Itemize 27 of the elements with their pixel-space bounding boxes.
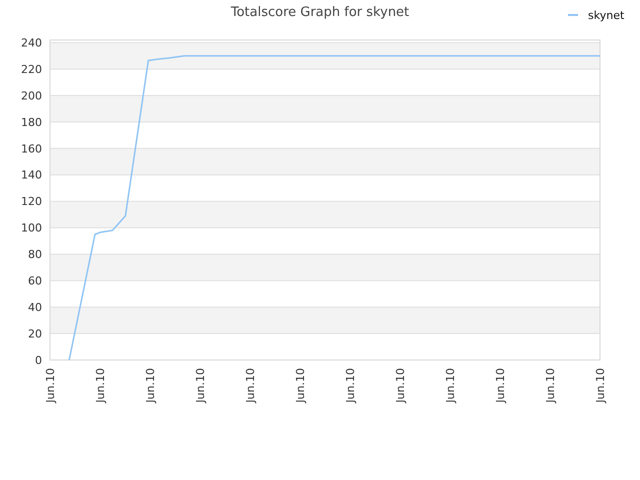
y-tick-label: 100 [21, 222, 42, 235]
x-tick-label: Jun.10 [244, 368, 257, 404]
y-tick-label: 180 [21, 116, 42, 129]
x-tick-label: Jun.10 [194, 368, 207, 404]
y-tick-label: 220 [21, 62, 42, 76]
y-tick-label: 120 [21, 195, 42, 208]
x-tick-label: Jun.10 [294, 368, 307, 404]
y-tick-label: 140 [21, 168, 42, 182]
x-tick-label: Jun.10 [494, 368, 507, 404]
x-tick-label: Jun.10 [44, 368, 57, 404]
y-tick-label: 40 [28, 300, 42, 314]
y-tick-label: 20 [28, 327, 42, 340]
x-tick-label: Jun.10 [344, 368, 357, 404]
x-tick-label: Jun.10 [594, 368, 607, 404]
x-tick-label: Jun.10 [444, 368, 457, 404]
y-tick-label: 240 [21, 36, 42, 50]
x-tick-label: Jun.10 [394, 368, 407, 404]
y-tick-label: 160 [21, 142, 42, 156]
x-tick-label: Jun.10 [544, 368, 557, 404]
x-tick-label: Jun.10 [94, 368, 107, 404]
y-tick-label: 0 [35, 354, 42, 367]
legend-label: skynet [588, 8, 625, 22]
y-tick-label: 80 [28, 248, 42, 262]
y-tick-label: 200 [21, 89, 42, 102]
x-tick-label: Jun.10 [144, 368, 157, 404]
y-tick-label: 60 [28, 274, 42, 288]
chart-title: Totalscore Graph for skynet [230, 5, 410, 20]
